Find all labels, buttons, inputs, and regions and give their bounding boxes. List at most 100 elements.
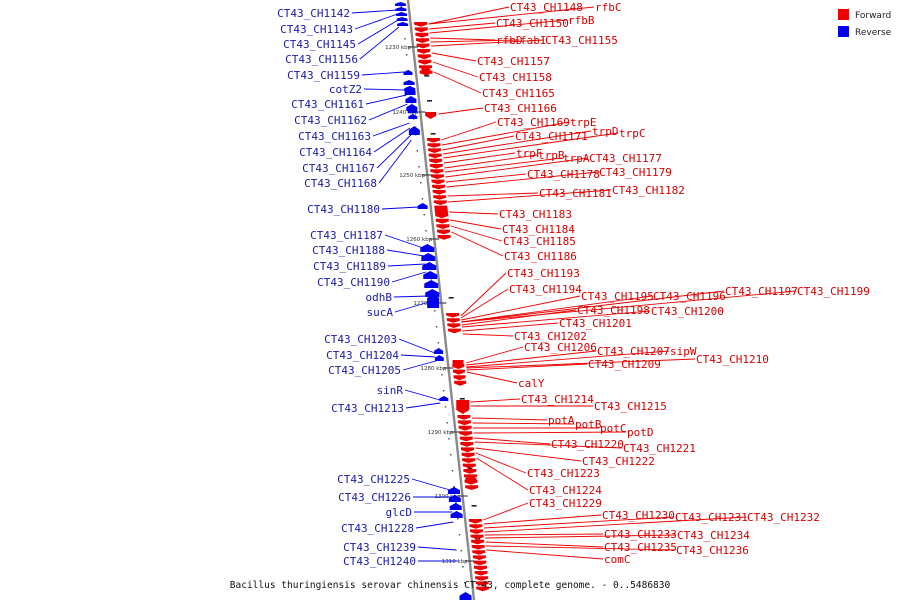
forward-gene [421,69,431,74]
reverse-gene [408,114,418,119]
reverse-gene [424,280,439,288]
scale-dot [400,6,403,8]
reverse-connector [387,263,426,267]
forward-gene [429,158,443,164]
scale-dot [455,502,457,504]
forward-gene-label: CT43_CH1209 [588,358,661,371]
forward-connector [443,132,619,159]
forward-gene-label: rfbD [496,34,523,47]
forward-gene-label: CT43_CH1206 [524,341,597,354]
forward-gene-label: CT43_CH1165 [482,87,555,100]
forward-connector [484,516,675,529]
forward-gene [454,380,467,386]
forward-connector [461,290,797,323]
reverse-gene [417,203,428,209]
forward-connector [462,322,559,332]
forward-gene [435,218,449,224]
reverse-gene [459,592,472,600]
forward-gene [425,112,437,119]
forward-gene-label: CT43_CH1215 [594,400,667,413]
forward-gene-label: CT43_CH1181 [539,187,612,200]
forward-gene [476,586,490,592]
forward-connector [460,272,507,317]
scale-tick-label: 1310 kbp [442,559,468,565]
reverse-gene [449,503,462,510]
reverse-gene [422,262,437,270]
forward-connector [451,231,504,257]
forward-gene [462,458,476,463]
forward-gene [446,318,460,323]
gene-features [394,2,490,600]
legend-reverse-swatch [838,26,849,37]
reverse-connector [351,9,398,14]
forward-gene [431,179,445,185]
scale-tick-label: 1270 kbp [413,301,439,307]
reverse-connector [415,521,454,529]
forward-gene [463,469,477,474]
forward-gene-label: CT43_CH1235 [604,541,677,554]
forward-gene [432,190,446,195]
forward-connector [450,219,502,230]
forward-connector [461,309,577,326]
reverse-connector [386,249,425,257]
forward-gene-label: trpA [563,152,590,165]
forward-connector [447,192,539,197]
forward-gene [417,54,431,60]
reverse-gene-label: CT43_CH1145 [283,38,356,51]
reverse-gene-label: CT43_CH1188 [312,244,385,257]
forward-connector [428,6,510,25]
forward-gene [429,164,443,169]
forward-gene [433,200,447,205]
forward-gene-label: CT43_CH1233 [604,528,677,541]
forward-gene [473,560,487,566]
forward-gene [417,49,431,54]
forward-gene [416,43,430,49]
scale-dot [423,214,426,216]
forward-gene [458,420,472,426]
reverse-gene [448,495,461,502]
forward-connector [486,545,676,551]
forward-gene [462,463,476,469]
forward-connector [428,6,595,25]
feature-dash [448,297,454,299]
forward-connector [429,19,568,34]
reverse-connector [363,88,406,91]
forward-connector [471,417,548,421]
reverse-gene [405,96,417,103]
reverse-gene [434,348,444,354]
scale-dot [421,198,424,200]
forward-connector [430,39,520,43]
forward-connector [433,71,482,94]
reverse-gene-label: CT43_CH1156 [285,53,358,66]
forward-gene-label: CT43_CH1199 [797,285,870,298]
forward-connector [438,107,484,115]
forward-connector [442,135,515,151]
forward-gene [459,436,473,442]
scale-dot [446,422,448,424]
forward-connector [466,350,597,366]
reverse-gene [403,70,413,75]
forward-gene-label: CT43_CH1202 [514,330,587,343]
reverse-gene [403,80,415,85]
reverse-gene [427,294,440,308]
forward-gene [452,369,465,375]
reverse-gene [439,396,449,401]
reverse-gene [396,12,408,16]
forward-gene [465,478,477,483]
forward-gene [426,138,440,143]
reverse-gene-label: cotZ2 [329,83,362,96]
forward-gene-label: CT43_CH1185 [503,235,576,248]
reverse-gene-label: CT43_CH1187 [310,229,383,242]
forward-gene-label: CT43_CH1195 [581,290,654,303]
reverse-gene-label: CT43_CH1142 [277,7,350,20]
forward-connector [431,52,477,62]
forward-connector [432,61,479,78]
forward-connector [462,333,514,337]
forward-gene-label: CT43_CH1223 [527,467,600,480]
forward-connector [465,346,524,364]
forward-gene [430,169,444,174]
forward-connector [466,358,696,369]
forward-gene-label: CT43_CH1196 [653,290,726,303]
forward-gene-label: CT43_CH1197 [725,285,798,298]
reverse-connector [376,134,412,169]
